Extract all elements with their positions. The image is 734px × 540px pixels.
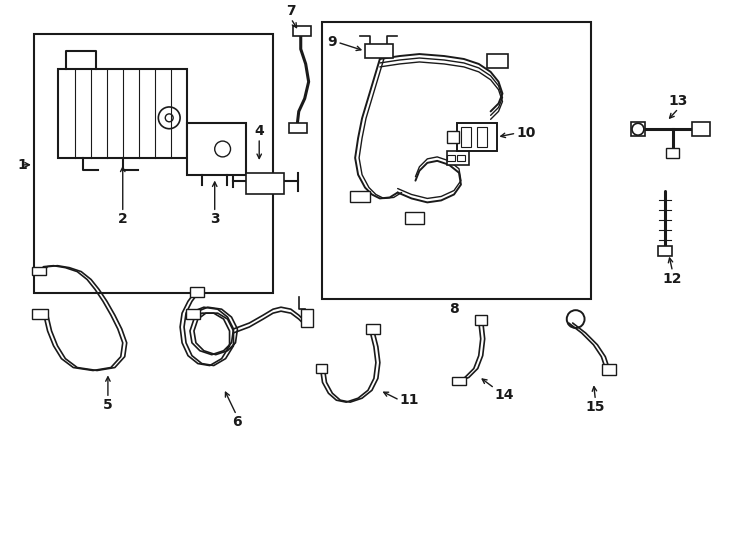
Text: 4: 4	[255, 124, 264, 138]
Text: 1: 1	[17, 158, 26, 172]
Bar	[32, 267, 46, 274]
Bar	[447, 155, 455, 161]
Bar	[658, 246, 672, 256]
Text: 14: 14	[495, 388, 514, 402]
Bar	[190, 287, 204, 298]
Bar	[631, 122, 645, 136]
Bar	[666, 148, 680, 158]
Text: 9: 9	[327, 35, 338, 49]
Bar	[301, 309, 313, 327]
Bar	[603, 363, 617, 375]
Bar	[186, 309, 200, 319]
Bar	[447, 151, 469, 165]
Text: 10: 10	[516, 126, 536, 140]
Bar	[365, 44, 393, 58]
Text: 6: 6	[232, 415, 241, 429]
Bar	[322, 22, 592, 299]
Bar	[457, 155, 465, 161]
Text: 5: 5	[103, 398, 113, 412]
Text: 11: 11	[399, 393, 419, 407]
Text: 12: 12	[663, 272, 683, 286]
Text: 13: 13	[669, 94, 688, 109]
Bar	[247, 173, 284, 194]
Text: 8: 8	[449, 302, 459, 316]
Bar	[461, 127, 470, 147]
Text: 7: 7	[286, 4, 296, 18]
Text: 2: 2	[118, 212, 128, 226]
Text: 15: 15	[586, 400, 606, 414]
Bar	[447, 131, 459, 143]
Text: 3: 3	[210, 212, 219, 226]
Bar	[475, 315, 487, 325]
Bar	[692, 122, 711, 136]
Bar	[59, 69, 187, 158]
Bar	[487, 54, 509, 68]
Bar	[32, 309, 48, 319]
Bar	[293, 26, 310, 36]
Bar	[457, 123, 496, 151]
Bar	[404, 212, 424, 224]
Bar	[316, 363, 327, 374]
Bar	[477, 127, 487, 147]
Bar	[366, 324, 380, 334]
Bar	[34, 34, 273, 293]
Bar	[452, 377, 466, 386]
Bar	[289, 123, 307, 133]
Bar	[350, 191, 370, 202]
Bar	[187, 123, 247, 175]
